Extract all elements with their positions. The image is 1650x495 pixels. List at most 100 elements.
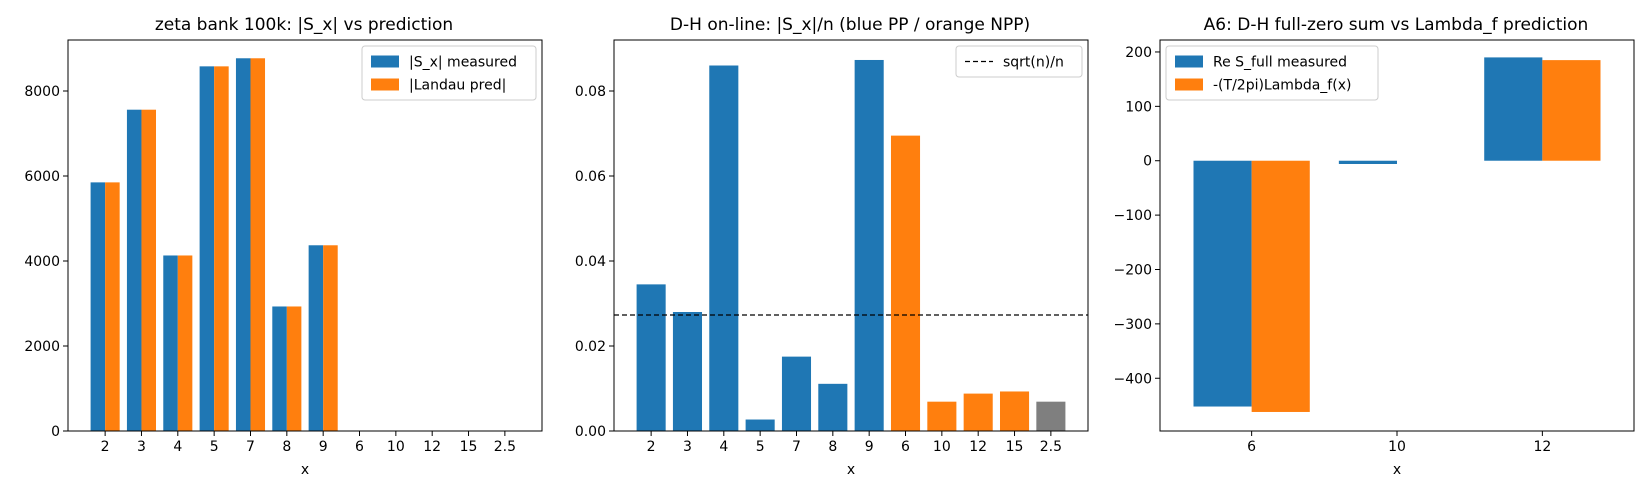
chart-3-legend-swatch bbox=[1175, 55, 1203, 68]
chart-2-y-tick-label: 0.00 bbox=[575, 424, 606, 440]
chart-3-y-tick-label: −200 bbox=[1114, 262, 1152, 278]
chart-2-bar-3 bbox=[672, 312, 703, 431]
chart-1-x-tick-label: 4 bbox=[173, 439, 182, 455]
chart-2-x-label: x bbox=[847, 462, 855, 478]
chart-3-legend-label: Re S_full measured bbox=[1213, 55, 1347, 71]
chart-1-legend: |S_x| measured |Landau pred| bbox=[361, 45, 537, 101]
chart-3-y-tick-label: 100 bbox=[1125, 99, 1152, 115]
chart-1-y-tick-label: 2000 bbox=[24, 339, 60, 355]
chart-2-x-tick-label: 15 bbox=[1006, 439, 1024, 455]
chart-3-y-tick-label: −400 bbox=[1114, 371, 1152, 387]
chart-2-legend-box bbox=[955, 45, 1083, 78]
chart-1-x-tick-label: 8 bbox=[282, 439, 291, 455]
chart-2-x-ticks: 2 3 4 5 7 8 9 6 10 12 15 2.5 bbox=[647, 431, 1062, 455]
chart-1-bar-1-9 bbox=[308, 245, 324, 431]
chart-panel-3: A6: D-H full-zero sum vs Lambda_f predic… bbox=[1114, 15, 1635, 478]
chart-3-x-tick-label: 6 bbox=[1247, 439, 1256, 455]
chart-3-x-tick-label: 10 bbox=[1388, 439, 1406, 455]
chart-1-x-tick-label: 10 bbox=[387, 439, 405, 455]
chart-1-bar-2-4 bbox=[177, 255, 193, 431]
chart-2-x-tick-label: 2 bbox=[647, 439, 656, 455]
chart-1-x-tick-label: 15 bbox=[460, 439, 478, 455]
chart-1-y-tick-label: 8000 bbox=[24, 84, 60, 100]
chart-1-x-tick-label: 2 bbox=[101, 439, 110, 455]
chart-1-bar-2-2 bbox=[105, 182, 120, 431]
chart-2-bar-12 bbox=[963, 393, 993, 431]
chart-1-x-label: x bbox=[301, 462, 309, 478]
chart-2-bar-4 bbox=[709, 65, 739, 431]
chart-3-bar-1-6 bbox=[1193, 160, 1252, 407]
chart-1-x-tick-label: 2.5 bbox=[494, 439, 516, 455]
chart-1-legend-label: |S_x| measured bbox=[409, 55, 517, 71]
chart-1-title: zeta bank 100k: |S_x| vs prediction bbox=[155, 15, 453, 35]
chart-1-y-tick-label: 4000 bbox=[24, 254, 60, 270]
chart-2-legend: sqrt(n)/n bbox=[955, 45, 1083, 78]
chart-1-bars bbox=[90, 58, 338, 432]
chart-3-legend-box bbox=[1165, 45, 1379, 101]
chart-2-bar-5 bbox=[745, 419, 775, 431]
chart-1-plot-frame bbox=[67, 39, 543, 432]
chart-1-legend-label: |Landau pred| bbox=[409, 78, 506, 94]
chart-1-x-ticks: 2 3 4 5 7 8 9 6 10 12 15 2.5 bbox=[101, 431, 516, 455]
chart-1-legend-swatch bbox=[371, 78, 399, 91]
chart-3-plot-frame bbox=[1159, 39, 1635, 432]
chart-1-y-tick-label: 6000 bbox=[24, 169, 60, 185]
chart-1-legend-box bbox=[361, 45, 537, 101]
chart-1-bar-1-7 bbox=[235, 58, 251, 432]
chart-2-bar-10 bbox=[927, 401, 957, 431]
chart-1-bar-2-3 bbox=[141, 109, 157, 431]
chart-1-bar-1-8 bbox=[272, 306, 287, 431]
chart-3-title: A6: D-H full-zero sum vs Lambda_f predic… bbox=[1204, 15, 1589, 35]
chart-2-plot-frame bbox=[613, 39, 1089, 432]
chart-3-bar-1-10 bbox=[1338, 160, 1397, 164]
chart-2-bar-9 bbox=[854, 59, 884, 431]
chart-2-bar-7 bbox=[781, 356, 812, 431]
chart-2-bar-6 bbox=[890, 135, 921, 431]
chart-1-y-tick-label: 0 bbox=[51, 424, 60, 440]
chart-2-y-tick-label: 0.02 bbox=[575, 339, 606, 355]
chart-1-bar-2-9 bbox=[323, 245, 338, 431]
chart-2-y-ticks: 0.00 0.02 0.04 0.06 0.08 bbox=[575, 84, 614, 440]
chart-1-bar-1-4 bbox=[163, 255, 178, 431]
chart-2-bar-2.5 bbox=[1036, 401, 1066, 431]
chart-2-legend-label: sqrt(n)/n bbox=[1003, 55, 1064, 71]
chart-3-legend-label: -(T/2pi)Lambda_f(x) bbox=[1213, 78, 1351, 94]
chart-3-legend-swatch bbox=[1175, 78, 1203, 91]
chart-1-x-tick-label: 12 bbox=[423, 439, 441, 455]
chart-3-y-tick-label: −300 bbox=[1114, 317, 1152, 333]
chart-1-x-tick-label: 9 bbox=[319, 439, 328, 455]
chart-2-x-tick-label: 9 bbox=[865, 439, 874, 455]
chart-2-x-tick-label: 5 bbox=[756, 439, 765, 455]
chart-1-bar-2-5 bbox=[214, 66, 229, 431]
chart-3-y-tick-label: −100 bbox=[1114, 208, 1152, 224]
chart-2-x-tick-label: 3 bbox=[683, 439, 692, 455]
chart-3-x-label: x bbox=[1393, 462, 1401, 478]
chart-1-bar-1-5 bbox=[199, 66, 215, 431]
chart-3-x-tick-label: 12 bbox=[1533, 439, 1551, 455]
chart-2-bar-8 bbox=[818, 383, 848, 431]
chart-2-x-tick-label: 6 bbox=[901, 439, 910, 455]
chart-1-x-tick-label: 3 bbox=[137, 439, 146, 455]
chart-3-y-ticks: 200 100 0 −100 −200 −300 −400 bbox=[1114, 45, 1160, 387]
chart-2-x-tick-label: 7 bbox=[792, 439, 801, 455]
chart-2-x-tick-label: 2.5 bbox=[1040, 439, 1062, 455]
chart-3-bar-1-12 bbox=[1484, 57, 1543, 161]
chart-1-bar-1-2 bbox=[90, 182, 106, 431]
chart-2-title: D-H on-line: |S_x|/n (blue PP / orange N… bbox=[670, 15, 1030, 35]
chart-2-x-tick-label: 12 bbox=[969, 439, 987, 455]
chart-3-y-tick-label: 0 bbox=[1143, 154, 1152, 170]
chart-3-bar-2-6 bbox=[1251, 160, 1310, 412]
chart-2-bars bbox=[636, 59, 1066, 431]
chart-3-bars bbox=[1193, 57, 1601, 412]
chart-1-x-tick-label: 5 bbox=[210, 439, 219, 455]
chart-2-bar-2 bbox=[636, 284, 666, 431]
chart-2-x-tick-label: 4 bbox=[719, 439, 728, 455]
chart-1-bar-2-8 bbox=[286, 306, 302, 431]
chart-3-legend: Re S_full measured -(T/2pi)Lambda_f(x) bbox=[1165, 45, 1379, 101]
chart-panel-2: D-H on-line: |S_x|/n (blue PP / orange N… bbox=[575, 15, 1089, 478]
chart-1-y-ticks: 0 2000 4000 6000 8000 bbox=[24, 84, 68, 440]
chart-2-x-tick-label: 8 bbox=[828, 439, 837, 455]
chart-1-legend-swatch bbox=[371, 55, 399, 68]
chart-2-bar-15 bbox=[999, 391, 1030, 431]
